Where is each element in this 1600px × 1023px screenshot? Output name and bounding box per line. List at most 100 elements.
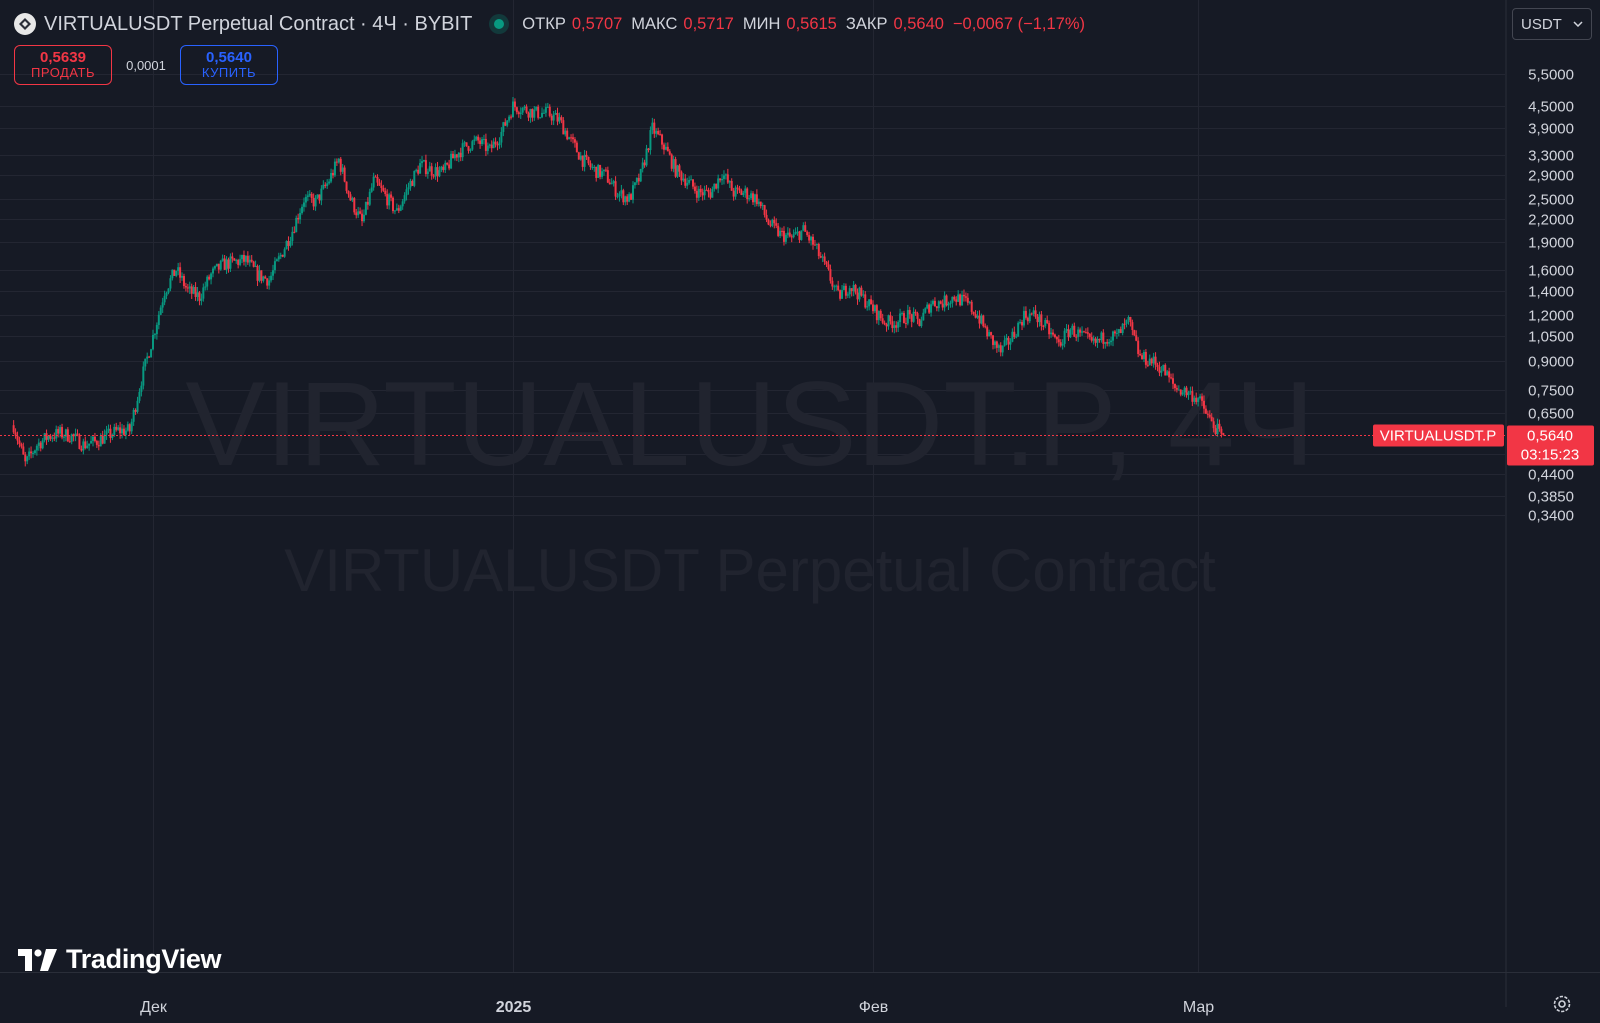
candle-body — [782, 230, 785, 242]
candle-body — [930, 304, 933, 313]
candle-body — [887, 315, 890, 327]
candle — [798, 230, 801, 244]
candle-body — [657, 130, 660, 135]
candle — [721, 174, 724, 185]
candle-body — [310, 193, 313, 199]
candle-body — [297, 217, 300, 220]
candle — [933, 297, 936, 307]
candle-body — [993, 341, 996, 345]
candle — [895, 321, 898, 333]
candle — [962, 289, 965, 302]
candle — [599, 164, 602, 180]
candle — [246, 251, 249, 265]
price-tick-label: 1,0500 — [1528, 329, 1574, 346]
candle — [1197, 397, 1200, 407]
candle — [341, 163, 344, 174]
candle — [844, 283, 847, 299]
candle-body — [583, 154, 586, 167]
candle — [1100, 331, 1103, 343]
candle-body — [291, 231, 294, 242]
candle-body — [521, 107, 524, 113]
candle-body — [455, 154, 458, 158]
candle — [167, 288, 170, 295]
sell-button[interactable]: 0,5639 ПРОДАТЬ — [14, 45, 112, 85]
candle-body — [1172, 378, 1174, 384]
candle-body — [817, 243, 820, 257]
candle — [264, 275, 267, 279]
candle — [666, 142, 669, 152]
candle — [202, 283, 205, 302]
candle — [308, 190, 311, 198]
candle-body — [763, 205, 766, 215]
candle-body — [715, 183, 718, 189]
currency-select[interactable]: USDT — [1512, 8, 1592, 40]
candle-body — [32, 453, 34, 455]
candle — [119, 421, 122, 439]
candle — [432, 173, 435, 179]
settings-button[interactable] — [1552, 994, 1572, 1019]
candle — [30, 446, 33, 459]
time-axis[interactable]: Дек 2025 Фев Мар — [0, 972, 1600, 1017]
candle — [620, 184, 623, 199]
market-status-icon[interactable] — [494, 19, 505, 29]
candle — [901, 311, 904, 316]
candle — [790, 234, 793, 243]
candle-body — [1193, 397, 1196, 402]
candle — [1067, 324, 1070, 341]
candle — [64, 428, 67, 442]
candle-body — [527, 112, 530, 118]
candle-body — [701, 192, 704, 196]
candle-body — [757, 201, 760, 205]
candle-body — [1133, 330, 1136, 336]
candle-body — [488, 144, 491, 146]
candle — [686, 177, 689, 190]
candle-body — [552, 114, 555, 121]
buy-button[interactable]: 0,5640 КУПИТЬ — [180, 45, 278, 85]
last-price-tag — [1507, 425, 1594, 466]
candle — [200, 293, 203, 306]
candle — [490, 140, 493, 153]
candle-body — [1197, 398, 1200, 402]
candle — [661, 133, 664, 150]
candle-body — [285, 240, 288, 250]
candle — [616, 192, 619, 199]
candle — [639, 168, 642, 183]
candle — [111, 433, 114, 441]
candle-body — [659, 134, 662, 136]
candle-body — [686, 182, 689, 186]
symbol-title[interactable]: VIRTUALUSDT Perpetual Contract · 4Ч · BY… — [44, 12, 473, 35]
candle — [351, 196, 354, 203]
candle — [858, 286, 861, 302]
candle-body — [254, 265, 257, 267]
candle-body — [287, 240, 290, 246]
candle — [124, 427, 127, 440]
price-axis[interactable]: 5,5000 4,5000 3,9000 3,3000 2,9000 2,5000 2,20… — [1505, 0, 1574, 1007]
candle-body — [554, 113, 557, 115]
candle-body — [1187, 392, 1190, 396]
candle-body — [813, 244, 816, 246]
candle-body — [20, 443, 23, 447]
candle — [390, 191, 393, 202]
candle — [312, 193, 315, 211]
candle-body — [699, 188, 702, 193]
candle — [1022, 306, 1025, 328]
candle — [517, 110, 520, 118]
candle-body — [953, 296, 956, 300]
candle — [1048, 320, 1051, 339]
candle-body — [881, 318, 884, 323]
candle-body — [624, 196, 627, 203]
candle-body — [206, 276, 209, 287]
tradingview-logo[interactable]: TradingView — [18, 944, 222, 975]
candle-body — [750, 193, 753, 199]
candle — [792, 229, 795, 239]
candle-body — [368, 191, 371, 205]
candle — [935, 306, 938, 312]
candle — [604, 167, 607, 173]
candle — [159, 305, 162, 316]
candle — [471, 139, 474, 151]
candle-body — [330, 172, 333, 182]
candle-body — [392, 197, 394, 212]
candle-body — [622, 190, 625, 203]
symbol-tag — [1373, 424, 1504, 447]
